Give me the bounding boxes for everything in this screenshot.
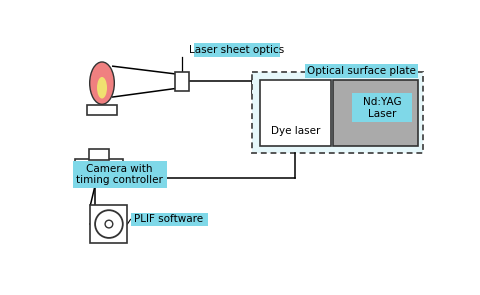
Circle shape: [105, 220, 113, 228]
Bar: [73, 161, 167, 188]
Text: Dye laser: Dye laser: [271, 126, 320, 136]
Bar: [260, 80, 331, 145]
Text: PLIF software: PLIF software: [134, 214, 204, 224]
Text: Camera with
timing controller: Camera with timing controller: [76, 164, 163, 185]
Text: Optical surface plate: Optical surface plate: [307, 66, 416, 76]
Bar: [304, 64, 419, 78]
Text: Nd:YAG
Laser: Nd:YAG Laser: [363, 97, 402, 119]
Ellipse shape: [97, 77, 107, 99]
Bar: [175, 72, 189, 91]
Bar: [333, 80, 418, 145]
Circle shape: [95, 210, 123, 238]
Bar: [352, 93, 412, 122]
Ellipse shape: [90, 62, 114, 104]
Bar: [193, 43, 280, 57]
Text: Laser sheet optics: Laser sheet optics: [189, 45, 284, 55]
Bar: [87, 105, 117, 115]
Bar: [90, 205, 127, 243]
Bar: [75, 159, 123, 186]
Bar: [252, 72, 423, 153]
Bar: [89, 149, 109, 160]
Bar: [131, 212, 207, 226]
